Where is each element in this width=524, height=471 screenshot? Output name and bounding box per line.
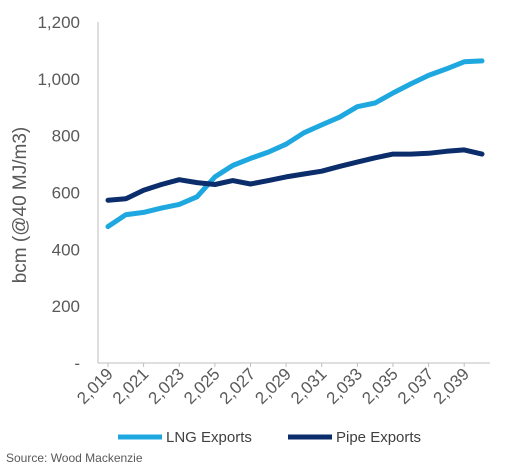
x-tick-label: 2,023 <box>145 364 189 408</box>
x-tick-label: 2,029 <box>251 364 295 408</box>
x-tick-label: 2,035 <box>358 364 402 408</box>
x-tick-label: 2,021 <box>109 364 153 408</box>
y-tick-label: 1,200 <box>37 13 80 32</box>
y-tick-label: 400 <box>52 240 80 259</box>
series-line-pipe-exports <box>105 147 485 203</box>
x-tick-label: 2,039 <box>429 364 473 408</box>
x-tick-label: 2,037 <box>394 364 438 408</box>
y-tick-label: 200 <box>52 297 80 316</box>
series-line-lng-exports <box>105 58 485 230</box>
legend: LNG Exports Pipe Exports <box>118 429 421 446</box>
legend-label-lng-exports: LNG Exports <box>166 429 252 446</box>
y-tick-label: - <box>74 354 80 373</box>
x-tick-label: 2,025 <box>180 364 224 408</box>
y-axis-label: bcm (@40 MJ/m3) <box>10 127 31 284</box>
x-tick-label: 2,027 <box>216 364 260 408</box>
y-axis-ticks: - 200 400 600 800 1,000 1,200 <box>37 13 80 373</box>
y-tick-label: 1,000 <box>37 70 80 89</box>
x-tick-label: 2,033 <box>323 364 367 408</box>
x-axis-ticks: 2,0192,0212,0232,0252,0272,0292,0312,033… <box>73 363 473 408</box>
x-tick-label: 2,031 <box>287 364 331 408</box>
legend-label-pipe-exports: Pipe Exports <box>336 429 421 446</box>
y-tick-label: 600 <box>52 184 80 203</box>
y-tick-label: 800 <box>52 127 80 146</box>
series-layer <box>105 58 485 230</box>
source-note: Source: Wood Mackenzie <box>6 451 143 465</box>
